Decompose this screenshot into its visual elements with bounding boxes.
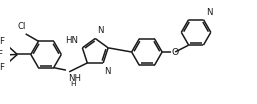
Text: F: F bbox=[0, 50, 2, 59]
Text: H: H bbox=[71, 81, 76, 87]
Text: Cl: Cl bbox=[17, 22, 25, 31]
Text: O: O bbox=[171, 48, 179, 56]
Text: N: N bbox=[206, 8, 213, 17]
Text: F: F bbox=[0, 63, 4, 72]
Text: N: N bbox=[97, 26, 104, 35]
Text: HN: HN bbox=[65, 36, 78, 45]
Text: N: N bbox=[104, 67, 111, 76]
Text: NH: NH bbox=[68, 74, 81, 83]
Text: F: F bbox=[0, 37, 4, 46]
